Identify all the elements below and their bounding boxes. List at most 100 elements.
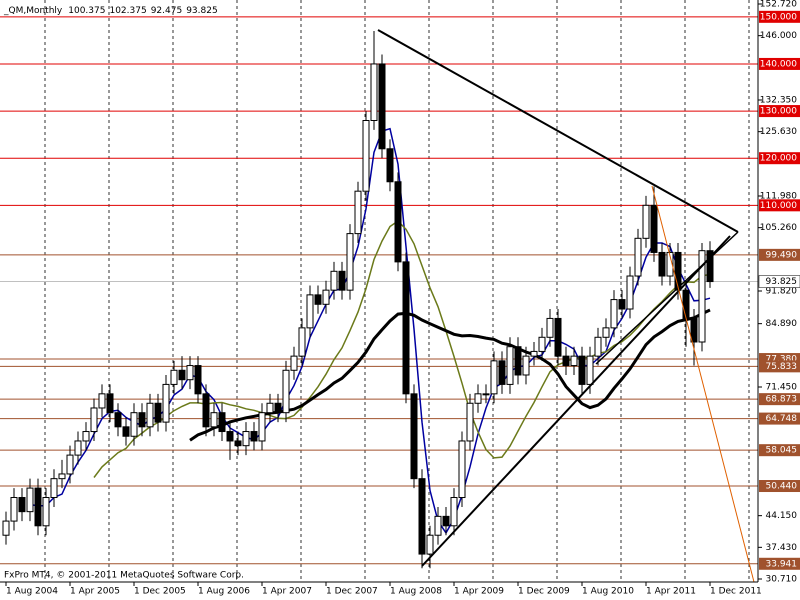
candle-body <box>66 454 74 475</box>
candle-body <box>370 63 378 121</box>
candle-body <box>514 346 522 376</box>
candle-body <box>42 497 50 527</box>
y-tick-label: 111.980 <box>760 191 797 201</box>
candle-body <box>522 355 530 376</box>
candle-body <box>642 204 650 239</box>
candle-body <box>306 294 314 329</box>
candle-body <box>282 369 290 414</box>
candle-body <box>26 487 34 513</box>
y-tick-label: 37.430 <box>766 543 798 553</box>
level-label: 130.000 <box>760 107 797 117</box>
y-tick-label: 84.890 <box>766 319 798 329</box>
candle-body <box>114 412 122 428</box>
candle-body <box>194 365 202 395</box>
x-tick-label: 1 Aug 2008 <box>390 587 442 597</box>
level-label-box <box>759 360 800 373</box>
chart-header: _QM,Monthly 100.375 102.375 92.475 93.825 <box>3 6 218 16</box>
candle-body <box>162 383 170 423</box>
level-label: 150.000 <box>760 12 797 22</box>
candle-body <box>178 369 186 381</box>
candle-body <box>154 402 162 423</box>
candle-body <box>322 289 330 305</box>
candle-body <box>602 327 610 338</box>
candle-body <box>234 440 242 447</box>
x-tick-label: 1 Dec 2009 <box>518 587 570 597</box>
level-label: 64.748 <box>766 414 798 424</box>
trend-line <box>377 29 739 233</box>
level-label: 33.941 <box>766 559 798 569</box>
level-label-box <box>759 412 800 425</box>
candle-body <box>698 250 706 343</box>
candle-body <box>266 402 274 414</box>
level-label: 140.000 <box>760 59 797 69</box>
candle-body <box>466 402 474 442</box>
header-open: 100.375 <box>68 6 105 16</box>
header-high: 102.375 <box>109 6 146 16</box>
candle-body <box>202 393 210 428</box>
candle-body <box>658 251 666 277</box>
trend-lines <box>377 29 755 583</box>
x-tick-label: 1 Dec 2011 <box>710 587 762 597</box>
candle-body <box>386 148 394 183</box>
candle-body <box>290 355 298 371</box>
candle-body <box>450 497 458 527</box>
x-tick-label: 1 Apr 2005 <box>70 587 120 597</box>
level-label-box <box>759 557 800 570</box>
candle-body <box>34 487 42 527</box>
trend-line <box>595 231 739 365</box>
candle-body <box>618 299 626 310</box>
current-price-box <box>758 275 800 288</box>
candle-body <box>314 294 322 305</box>
candle-body <box>18 497 26 513</box>
candle-body <box>442 515 450 527</box>
level-label: 99.490 <box>766 250 798 260</box>
candle-body <box>570 355 578 367</box>
level-label: 110.000 <box>760 201 797 211</box>
y-tick-label: 125.630 <box>760 127 797 137</box>
candle-body <box>474 393 482 404</box>
candle-body <box>418 478 426 555</box>
y-tick-label: 71.450 <box>766 383 798 393</box>
copyright: FxPro MT4, © 2001-2011 MetaQuotes Softwa… <box>4 571 244 581</box>
candle-body <box>130 412 138 437</box>
level-label-box <box>759 57 800 70</box>
y-tick-label: 44.150 <box>766 511 798 521</box>
candle-body <box>170 369 178 385</box>
candle-body <box>362 119 370 192</box>
candle-body <box>298 327 306 357</box>
candle-body <box>274 402 282 414</box>
x-tick-label: 1 Aug 2004 <box>6 587 58 597</box>
header-low: 92.475 <box>151 6 183 16</box>
candle-body <box>586 355 594 385</box>
candle-body <box>434 515 442 536</box>
x-tick-label: 1 Apr 2009 <box>454 587 504 597</box>
level-label: 50.440 <box>766 482 798 492</box>
candle-body <box>578 355 586 385</box>
candle-body <box>74 440 82 456</box>
level-label-box <box>759 248 800 261</box>
candle-body <box>426 534 434 555</box>
candle-body <box>490 360 498 395</box>
x-tick-label: 1 Apr 2011 <box>646 587 696 597</box>
candle-body <box>506 346 514 385</box>
candle-body <box>2 520 10 536</box>
candle-body <box>122 426 130 437</box>
candle-body <box>58 473 66 480</box>
level-label-box <box>759 10 800 23</box>
level-label: 68.873 <box>766 395 798 405</box>
y-tick-label: 91.820 <box>766 287 798 297</box>
candle-body <box>634 237 642 277</box>
candle-body <box>250 431 258 442</box>
candle-body <box>530 350 538 357</box>
y-tick-label: 152.720 <box>760 0 797 10</box>
candle-body <box>90 407 98 433</box>
candle-body <box>538 336 546 352</box>
candle-body <box>354 190 362 235</box>
level-label-box <box>759 105 800 118</box>
candle-body <box>50 478 58 499</box>
candle-body <box>458 440 466 499</box>
candle-body <box>482 393 490 396</box>
level-label-box <box>759 152 800 165</box>
